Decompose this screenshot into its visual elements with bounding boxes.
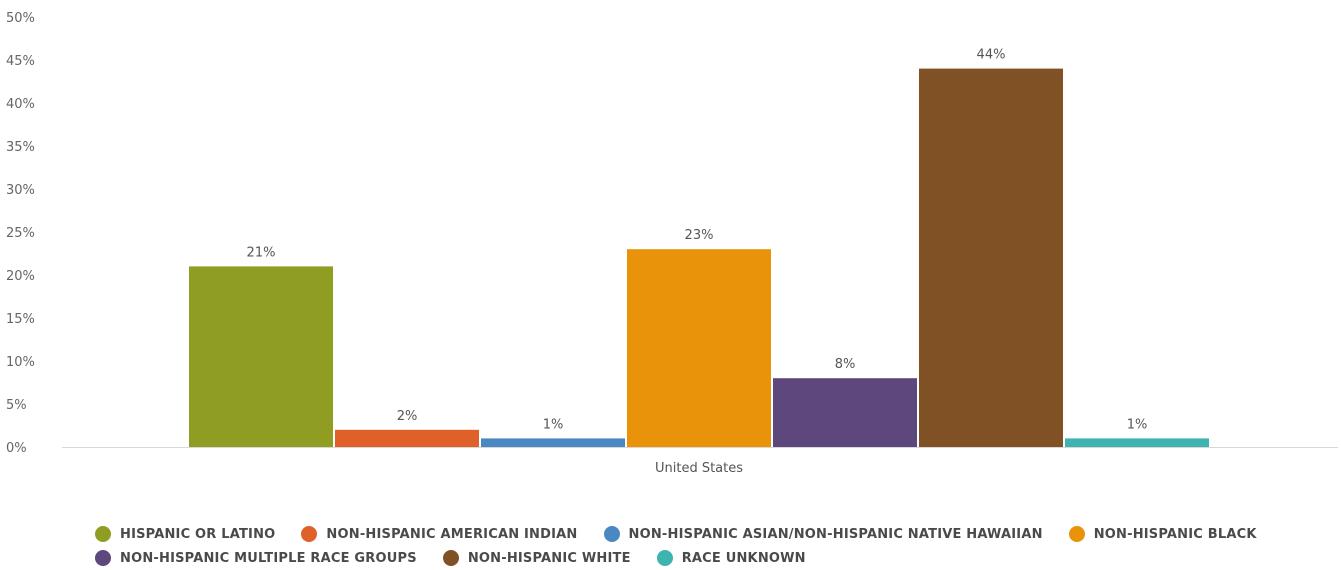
legend-label: NON-HISPANIC AMERICAN INDIAN <box>326 526 578 542</box>
bar-value-label: 8% <box>835 357 856 372</box>
y-tick-label: 50% <box>6 11 35 26</box>
chart-area: 0% 5% 10% 15% 20% 25% 30% 35% 40% 45% 50% 21% 2% 1% 23… <box>6 11 1338 476</box>
y-tick-label: 15% <box>6 312 35 327</box>
legend-row-2: NON-HISPANIC MULTIPLE RACE GROUPS NON-HI… <box>95 546 1325 570</box>
legend-dot-icon <box>603 526 620 542</box>
bar <box>627 249 771 447</box>
legend: HISPANIC OR LATINO NON-HISPANIC AMERICAN… <box>95 522 1325 570</box>
legend-item-asian-native-hawaiian[interactable]: NON-HISPANIC ASIAN/NON-HISPANIC NATIVE H… <box>603 526 1043 542</box>
bar <box>481 438 625 447</box>
y-tick-label: 40% <box>6 97 35 112</box>
legend-dot-icon <box>301 526 318 542</box>
legend-label: HISPANIC OR LATINO <box>120 526 276 542</box>
x-category-label: United States <box>655 461 743 476</box>
y-tick-label: 10% <box>6 355 35 370</box>
legend-label: NON-HISPANIC MULTIPLE RACE GROUPS <box>120 550 417 566</box>
bar <box>919 68 1063 447</box>
bar <box>1065 438 1209 447</box>
legend-item-multiple-race[interactable]: NON-HISPANIC MULTIPLE RACE GROUPS <box>95 550 417 566</box>
legend-dot-icon <box>442 550 459 566</box>
legend-dot-icon <box>656 550 673 566</box>
legend-item-hispanic-or-latino[interactable]: HISPANIC OR LATINO <box>95 526 275 542</box>
bar-value-label: 1% <box>543 417 564 432</box>
legend-dot-icon <box>95 526 111 542</box>
y-tick-label: 25% <box>6 226 35 241</box>
legend-item-american-indian[interactable]: NON-HISPANIC AMERICAN INDIAN <box>301 526 577 542</box>
bar-value-label: 44% <box>977 48 1006 63</box>
legend-label: NON-HISPANIC WHITE <box>467 550 631 566</box>
y-tick-label: 30% <box>6 183 35 198</box>
bar-value-label: 23% <box>685 228 714 243</box>
bar <box>773 378 917 447</box>
legend-dot-icon <box>1068 526 1085 542</box>
bar-value-label: 2% <box>397 409 418 424</box>
bar-chart: 0% 5% 10% 15% 20% 25% 30% 35% 40% 45% 50% 21% 2% 1% 23… <box>6 11 1338 476</box>
y-tick-label: 5% <box>6 398 27 413</box>
y-tick-label: 35% <box>6 140 35 155</box>
bar-value-label: 21% <box>247 245 276 260</box>
bar-value-label: 1% <box>1127 417 1148 432</box>
y-tick-label: 0% <box>6 441 27 456</box>
legend-item-black[interactable]: NON-HISPANIC BLACK <box>1068 526 1257 542</box>
legend-item-race-unknown[interactable]: RACE UNKNOWN <box>656 550 806 566</box>
legend-label: RACE UNKNOWN <box>681 550 806 566</box>
legend-label: NON-HISPANIC ASIAN/NON-HISPANIC NATIVE H… <box>628 526 1043 542</box>
legend-label: NON-HISPANIC BLACK <box>1093 526 1257 542</box>
bar <box>335 429 479 447</box>
legend-dot-icon <box>95 550 111 566</box>
y-tick-label: 45% <box>6 54 35 69</box>
bar <box>189 266 333 447</box>
legend-row-1: HISPANIC OR LATINO NON-HISPANIC AMERICAN… <box>95 522 1325 546</box>
y-tick-label: 20% <box>6 269 35 284</box>
legend-item-white[interactable]: NON-HISPANIC WHITE <box>442 550 631 566</box>
